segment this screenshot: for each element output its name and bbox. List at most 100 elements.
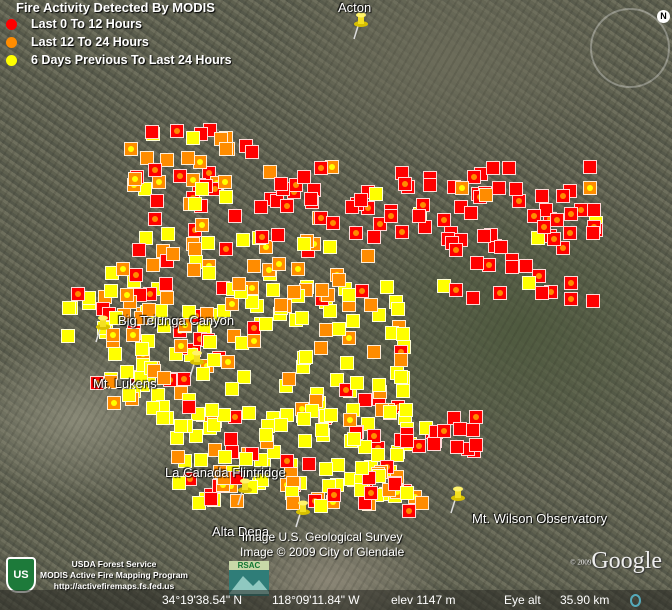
fire-detection-square[interactable] [244,144,259,159]
fire-detection-square[interactable] [563,207,578,222]
fire-detection-square[interactable] [156,410,171,425]
fire-detection-square[interactable] [145,257,160,272]
fire-detection-square[interactable] [281,372,296,387]
fire-detection-square[interactable] [549,212,564,227]
fire-detection-square[interactable] [271,256,286,271]
fire-detection-square[interactable] [394,352,409,367]
fire-detection-square[interactable] [354,284,369,299]
fire-detection-square[interactable] [479,187,494,202]
fire-detection-square[interactable] [323,407,338,422]
fire-detection-square[interactable] [105,327,120,342]
fire-detection-square[interactable] [469,410,484,425]
fire-detection-square[interactable] [90,375,105,390]
fire-detection-square[interactable] [119,365,134,380]
fire-detection-square[interactable] [173,338,188,353]
fire-detection-square[interactable] [366,345,381,360]
fire-detection-square[interactable] [314,160,329,175]
fire-detection-square[interactable] [396,384,411,399]
fire-detection-square[interactable] [274,298,289,313]
fire-detection-square[interactable] [128,268,143,283]
fire-detection-square[interactable] [150,193,165,208]
fire-detection-square[interactable] [170,431,185,446]
fire-detection-square[interactable] [323,239,338,254]
fire-detection-square[interactable] [171,450,186,465]
fire-detection-square[interactable] [171,475,186,490]
fire-detection-square[interactable] [522,276,537,291]
fire-detection-square[interactable] [450,439,465,454]
fire-detection-square[interactable] [466,290,481,305]
fire-detection-square[interactable] [204,492,219,507]
fire-detection-square[interactable] [133,287,148,302]
fire-detection-square[interactable] [159,290,174,305]
fire-detection-square[interactable] [466,170,481,185]
fire-detection-square[interactable] [291,261,306,276]
fire-detection-square[interactable] [194,453,209,468]
fire-detection-square[interactable] [239,451,254,466]
fire-detection-square[interactable] [125,328,140,343]
fire-detection-square[interactable] [122,387,137,402]
fire-detection-square[interactable] [127,171,142,186]
fire-detection-square[interactable] [372,378,387,393]
fire-detection-square[interactable] [395,326,410,341]
fire-detection-square[interactable] [346,314,361,329]
compass-north-icon[interactable]: N [657,10,670,23]
fire-detection-square[interactable] [180,151,195,166]
fire-detection-square[interactable] [527,208,542,223]
fire-detection-square[interactable] [263,165,278,180]
fire-detection-square[interactable] [583,160,598,175]
fire-detection-square[interactable] [221,355,236,370]
fire-detection-square[interactable] [192,155,207,170]
fire-detection-square[interactable] [200,236,215,251]
fire-detection-square[interactable] [254,473,269,488]
fire-detection-square[interactable] [469,256,484,271]
fire-detection-square[interactable] [106,396,121,411]
fire-detection-square[interactable] [145,125,160,140]
fire-detection-square[interactable] [357,392,372,407]
fire-detection-square[interactable] [587,202,602,217]
fire-detection-square[interactable] [234,335,249,350]
fire-detection-square[interactable] [414,495,429,510]
fire-detection-square[interactable] [188,197,203,212]
fire-detection-square[interactable] [247,259,262,274]
fire-detection-square[interactable] [585,226,600,241]
fire-detection-square[interactable] [493,285,508,300]
fire-detection-square[interactable] [492,180,507,195]
fire-detection-square[interactable] [160,227,175,242]
fire-detection-square[interactable] [194,218,209,233]
fire-detection-square[interactable] [156,370,171,385]
fire-detection-square[interactable] [219,189,234,204]
fire-detection-square[interactable] [436,213,451,228]
navigation-control[interactable]: N [590,8,670,88]
fire-detection-square[interactable] [358,439,373,454]
fire-detection-square[interactable] [141,302,156,317]
fire-detection-square[interactable] [147,162,162,177]
fire-detection-square[interactable] [178,317,193,332]
fire-detection-square[interactable] [398,177,413,192]
pushpin-icon[interactable] [292,500,312,528]
fire-detection-square[interactable] [367,428,382,443]
fire-detection-square[interactable] [60,329,75,344]
fire-detection-square[interactable] [134,341,149,356]
fire-detection-square[interactable] [280,453,295,468]
fire-detection-square[interactable] [218,450,233,465]
place-label-mt-wilson-observatory[interactable]: Mt. Wilson Observatory [472,511,608,526]
fire-detection-square[interactable] [332,272,347,287]
pushpin-icon[interactable] [447,486,467,514]
fire-detection-square[interactable] [339,356,354,371]
fire-detection-square[interactable] [296,170,311,185]
usfs-url[interactable]: http://activefiremaps.fs.fed.us [53,580,175,591]
fire-detection-square[interactable] [219,241,234,256]
fire-detection-square[interactable] [485,160,500,175]
fire-detection-square[interactable] [61,300,76,315]
fire-detection-square[interactable] [563,276,578,291]
fire-detection-square[interactable] [255,230,270,245]
fire-detection-square[interactable] [186,262,201,277]
fire-detection-square[interactable] [547,232,562,246]
fire-detection-square[interactable] [159,153,174,168]
fire-detection-square[interactable] [493,240,508,255]
fire-detection-square[interactable] [235,232,250,247]
fire-detection-square[interactable] [297,412,312,427]
fire-detection-square[interactable] [157,318,172,333]
pushpin-icon[interactable] [234,478,254,506]
